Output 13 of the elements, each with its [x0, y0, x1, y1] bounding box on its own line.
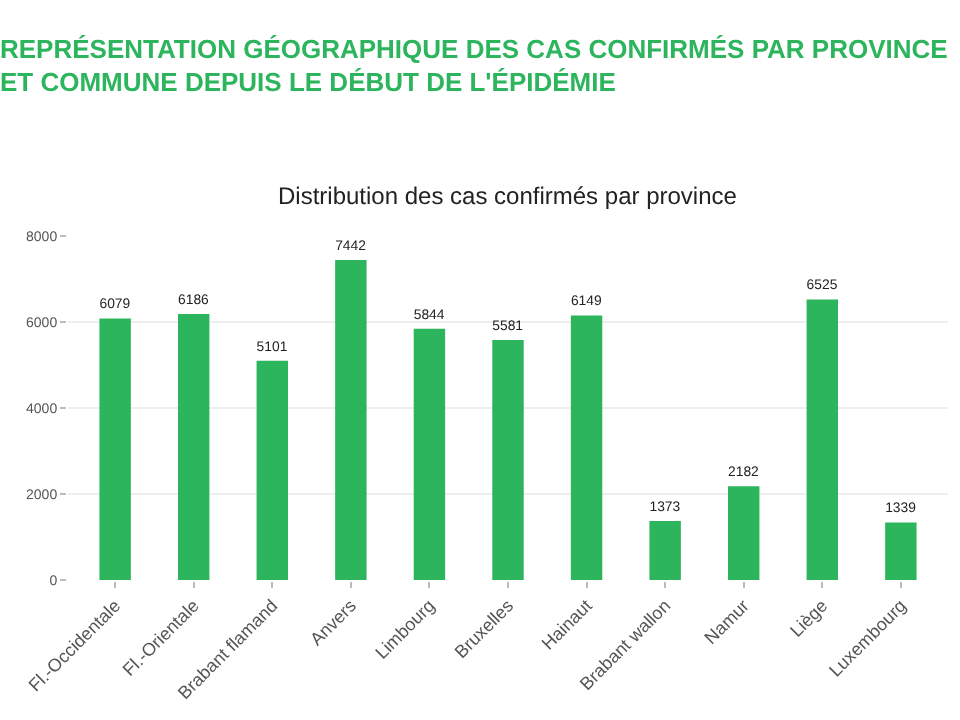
bar	[570, 315, 603, 580]
chart-subtitle: Distribution des cas confirmés par province	[278, 182, 738, 210]
bar	[806, 299, 838, 580]
bar	[178, 314, 210, 580]
bar	[413, 328, 446, 580]
bar	[649, 520, 681, 580]
bar	[256, 360, 288, 580]
bar	[728, 486, 760, 580]
bar	[99, 318, 131, 580]
bar	[885, 522, 917, 580]
bar	[492, 340, 524, 580]
bar	[335, 260, 367, 580]
chart-title: REPRÉSENTATION GÉOGRAPHIQUE DES CAS CONFIRMÉS PAR PROVINCE ET COMMUNE DEPUIS LE DÉBUT DE L'ÉPIDÉMIE	[0, 33, 949, 98]
